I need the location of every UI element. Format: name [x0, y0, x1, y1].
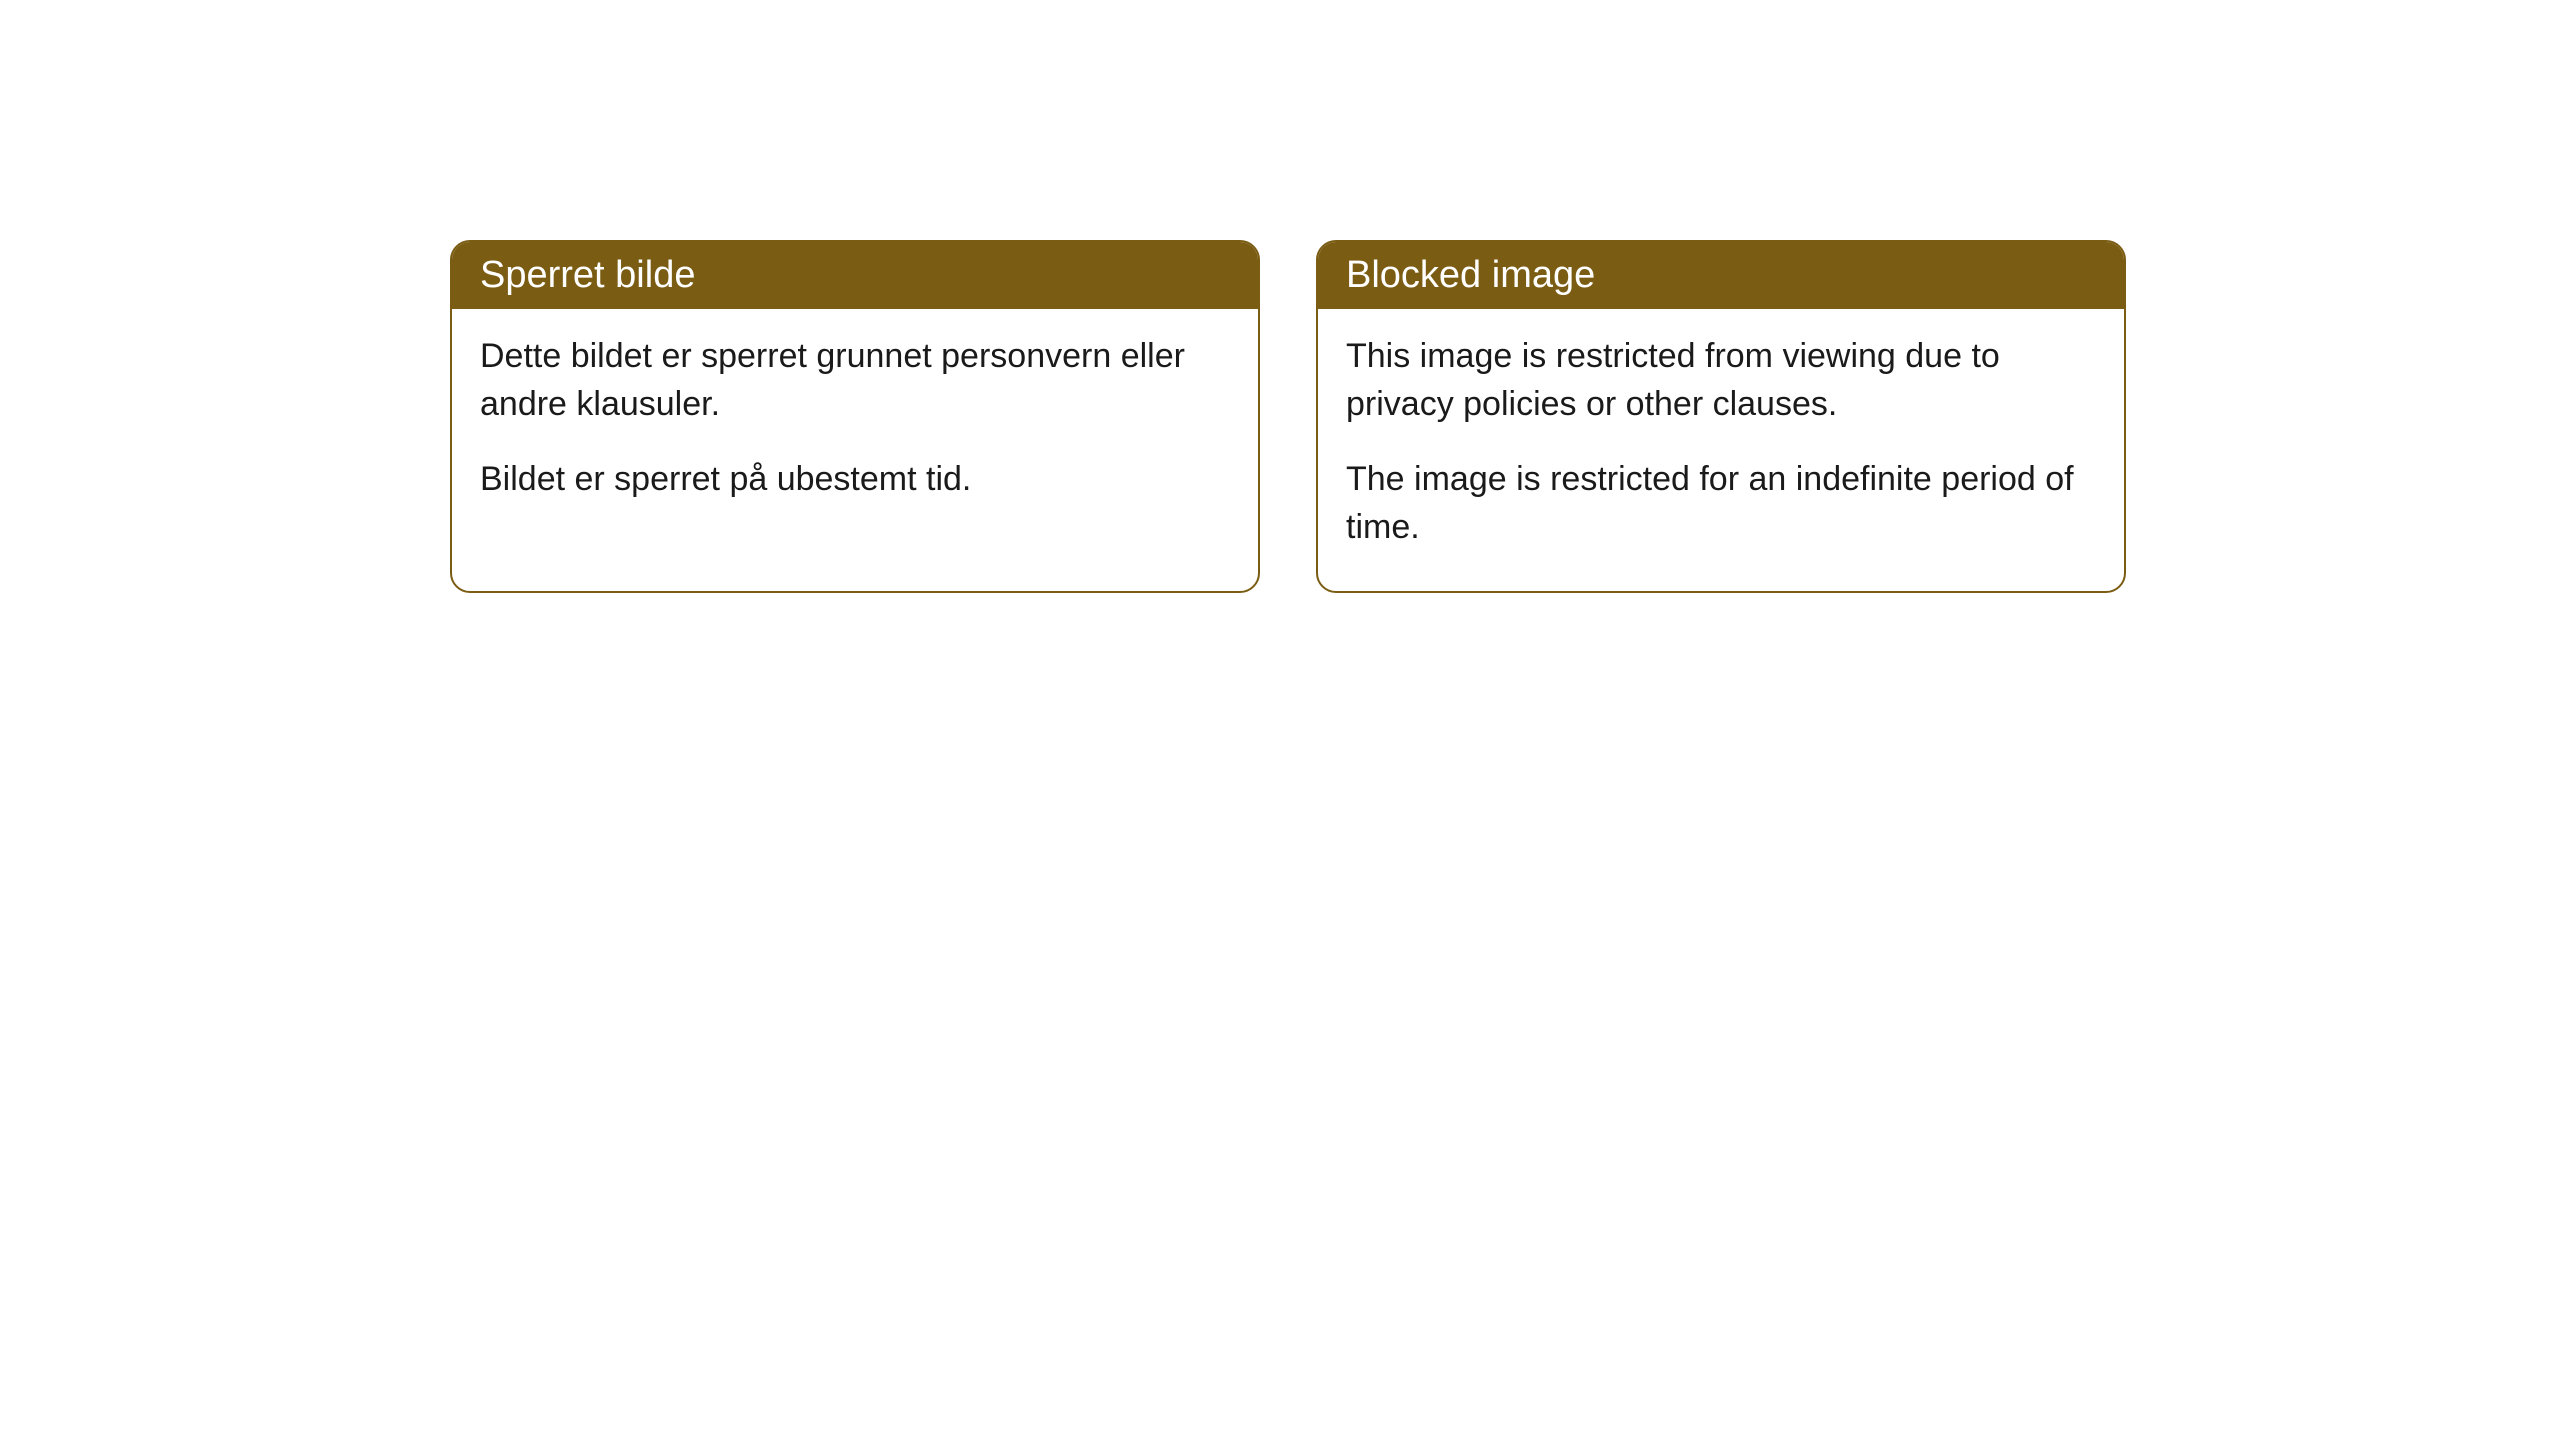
notice-title: Blocked image: [1346, 254, 1595, 296]
notice-body: This image is restricted from viewing du…: [1318, 309, 2124, 591]
notice-card-norwegian: Sperret bilde Dette bildet er sperret gr…: [450, 240, 1260, 593]
notice-paragraph: The image is restricted for an indefinit…: [1346, 456, 2096, 551]
notice-card-english: Blocked image This image is restricted f…: [1316, 240, 2126, 593]
notice-header: Blocked image: [1318, 242, 2124, 309]
notice-body: Dette bildet er sperret grunnet personve…: [452, 309, 1258, 544]
notice-title: Sperret bilde: [480, 254, 695, 296]
notice-paragraph: This image is restricted from viewing du…: [1346, 333, 2096, 428]
notice-container: Sperret bilde Dette bildet er sperret gr…: [0, 0, 2560, 593]
notice-paragraph: Bildet er sperret på ubestemt tid.: [480, 456, 1230, 504]
notice-paragraph: Dette bildet er sperret grunnet personve…: [480, 333, 1230, 428]
notice-header: Sperret bilde: [452, 242, 1258, 309]
